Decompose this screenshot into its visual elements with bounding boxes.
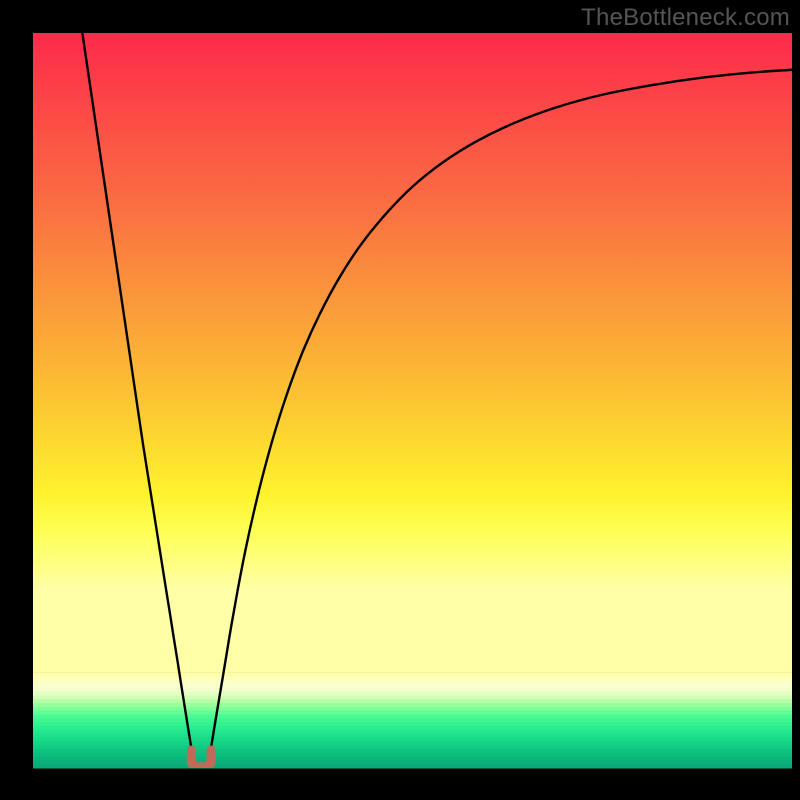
watermark-text: TheBottleneck.com xyxy=(581,4,790,32)
bottleneck-chart xyxy=(0,0,800,800)
plot-background-gradient xyxy=(33,33,792,672)
chart-container: TheBottleneck.com xyxy=(0,0,800,800)
plot-background-bands xyxy=(33,672,792,768)
